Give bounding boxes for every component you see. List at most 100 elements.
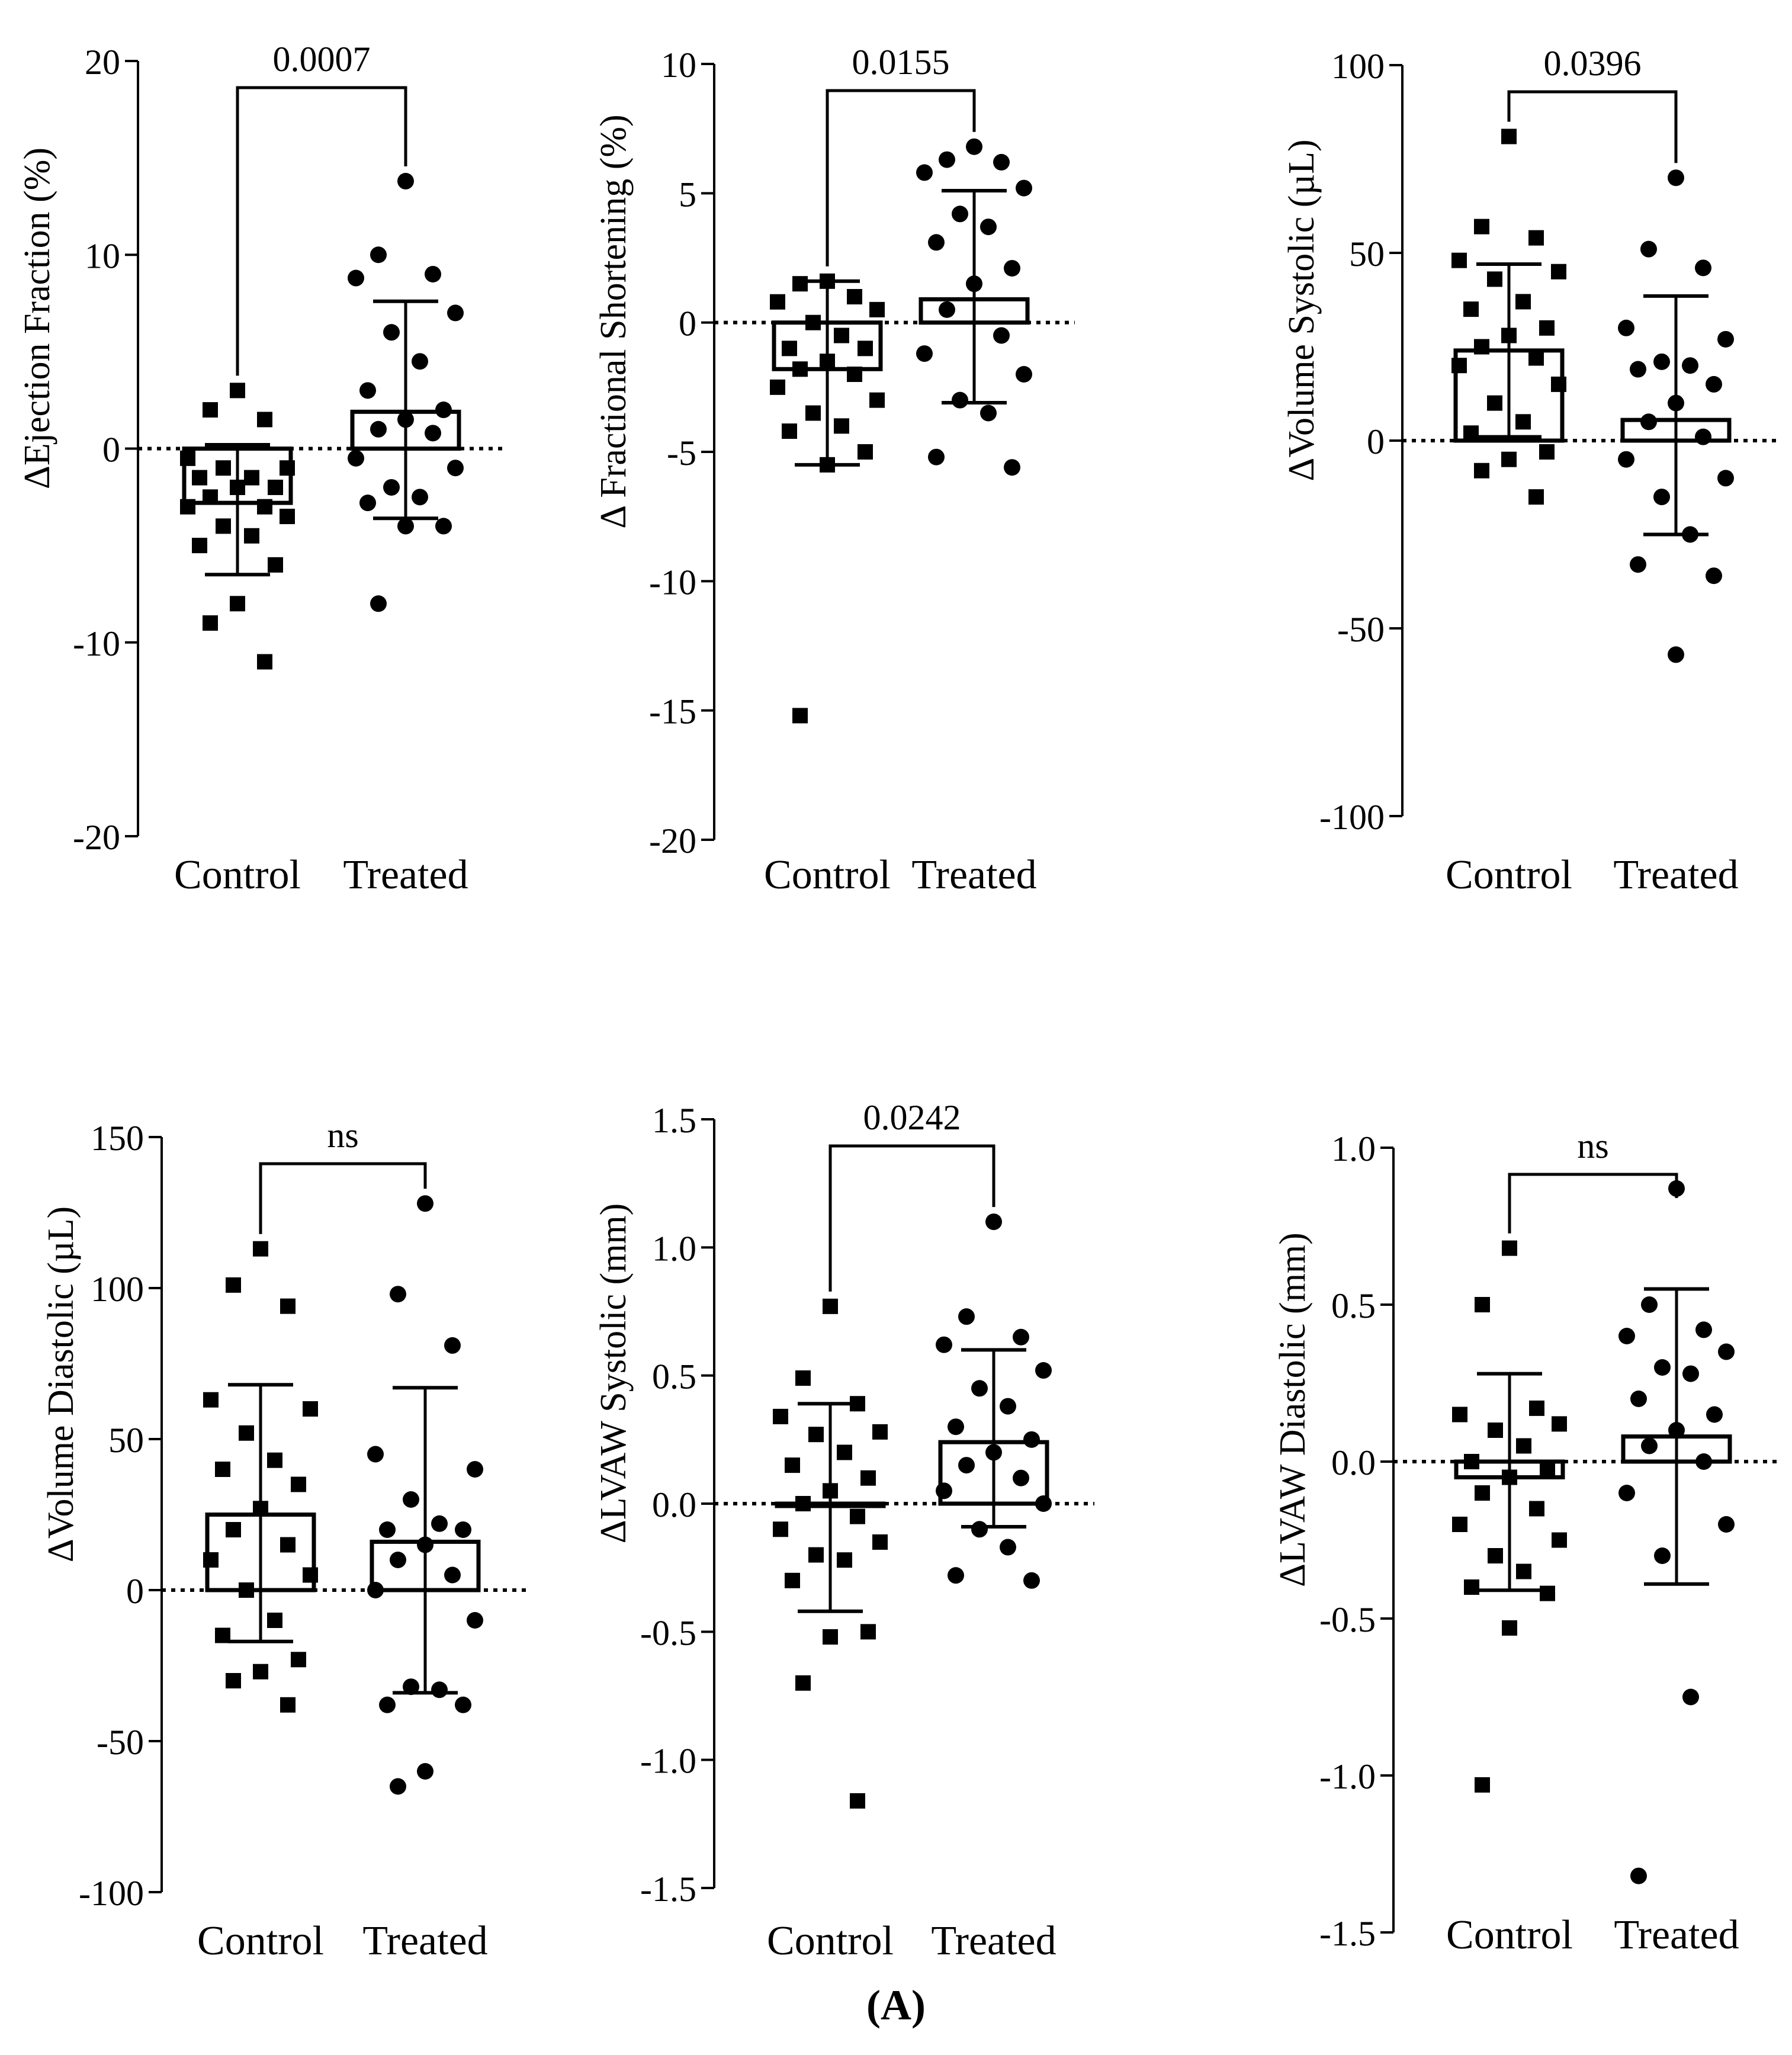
lvaw-diastolic-y-tick-label: 1.0 xyxy=(1331,1129,1376,1168)
fractional-shortening-control-point xyxy=(770,379,785,395)
volume-systolic-treated-point xyxy=(1630,361,1646,378)
volume-systolic-y-tick-label: 100 xyxy=(1331,47,1385,86)
volume-systolic-control-point xyxy=(1515,294,1531,310)
volume-diastolic-y-tick-label: -50 xyxy=(97,1723,144,1762)
lvaw-diastolic-control-point xyxy=(1516,1438,1531,1454)
lvaw-systolic-treated-category-label: Treated xyxy=(931,1918,1056,1964)
lvaw-diastolic-treated-point xyxy=(1718,1516,1735,1533)
volume-systolic-control-point xyxy=(1463,301,1479,317)
lvaw-diastolic-significance-bracket xyxy=(1508,1173,1678,1234)
lvaw-systolic-y-tick-label: 0.5 xyxy=(652,1357,696,1396)
ejection-fraction-control-point xyxy=(268,479,283,495)
volume-diastolic-y-tick-label: -100 xyxy=(79,1874,144,1913)
fractional-shortening-control-point xyxy=(792,708,808,724)
volume-diastolic-control-point xyxy=(280,1697,296,1713)
lvaw-systolic-control-point xyxy=(808,1427,824,1443)
volume-systolic-treated-point xyxy=(1717,470,1734,487)
fractional-shortening-treated-point xyxy=(916,164,933,181)
ejection-fraction-treated-point xyxy=(425,265,441,282)
lvaw-diastolic-treated-point xyxy=(1718,1343,1735,1360)
fractional-shortening-control-point xyxy=(869,301,885,317)
volume-systolic-treated-point xyxy=(1640,240,1657,258)
ejection-fraction-treated-point xyxy=(425,425,441,442)
volume-diastolic-control-point xyxy=(203,1392,219,1408)
volume-diastolic-control-point xyxy=(253,1501,268,1517)
lvaw-diastolic-treated-point xyxy=(1654,1547,1671,1564)
volume-systolic-significance-label: 0.0396 xyxy=(1544,44,1642,83)
lvaw-diastolic-control-point xyxy=(1475,1297,1490,1312)
fractional-shortening-control-point xyxy=(820,457,835,473)
volume-diastolic-control-point xyxy=(203,1552,219,1568)
volume-diastolic-control-point xyxy=(226,1673,241,1688)
volume-systolic-treated-point xyxy=(1618,451,1634,468)
fractional-shortening-control-point xyxy=(834,327,849,343)
lvaw-systolic-treated-point xyxy=(1013,1328,1029,1346)
fractional-shortening-y-tick-label: -15 xyxy=(649,692,696,731)
lvaw-systolic-control-point xyxy=(850,1508,865,1524)
ejection-fraction-control-point xyxy=(280,509,295,525)
fractional-shortening-control-point xyxy=(805,314,821,330)
lvaw-systolic-control-point xyxy=(860,1470,876,1486)
volume-systolic-control-point xyxy=(1501,129,1517,145)
lvaw-diastolic-treated-point xyxy=(1668,1422,1685,1438)
lvaw-diastolic-y-axis-title: ΔLVAW Diastolic (mm) xyxy=(1273,1232,1313,1587)
volume-diastolic-treated-point xyxy=(417,1763,433,1780)
volume-systolic-control-point xyxy=(1474,463,1489,479)
lvaw-systolic-treated-point xyxy=(985,1444,1002,1461)
lvaw-systolic-control-point xyxy=(795,1675,811,1691)
fractional-shortening-treated-point xyxy=(993,327,1010,344)
volume-systolic-control-point xyxy=(1463,425,1479,441)
lvaw-diastolic-treated-category-label: Treated xyxy=(1614,1912,1739,1958)
lvaw-systolic-control-point xyxy=(823,1298,838,1314)
fractional-shortening-treated-point xyxy=(993,153,1010,171)
lvaw-diastolic-y-tick-label: -0.5 xyxy=(1319,1600,1376,1639)
volume-diastolic-control-point xyxy=(226,1522,241,1537)
volume-systolic-treated-point xyxy=(1695,428,1711,445)
fractional-shortening-treated-point xyxy=(980,219,997,236)
lvaw-diastolic-treated-point xyxy=(1618,1328,1635,1344)
fractional-shortening-y-tick-label: -10 xyxy=(649,563,696,602)
lvaw-systolic-treated-point xyxy=(1035,1362,1052,1379)
fractional-shortening-significance-bracket xyxy=(826,89,976,266)
volume-diastolic-control-point xyxy=(280,1537,296,1553)
ejection-fraction-treated-point xyxy=(359,382,376,399)
lvaw-systolic-treated-point xyxy=(958,1457,975,1474)
volume-diastolic-treated-point xyxy=(444,1337,461,1354)
ejection-fraction-treated-point xyxy=(412,489,428,506)
lvaw-systolic-control-point xyxy=(850,1793,865,1809)
ejection-fraction-control-point xyxy=(216,518,231,534)
ejection-fraction-control-point xyxy=(268,557,283,573)
volume-diastolic-y-axis-title: ΔVolume Diastolic (µL) xyxy=(41,1206,81,1562)
ejection-fraction-treated-point xyxy=(397,172,414,190)
ejection-fraction-treated-point xyxy=(370,420,387,438)
volume-diastolic-control-point xyxy=(291,1476,306,1492)
ejection-fraction-control-point xyxy=(192,538,207,554)
fractional-shortening-treated-point xyxy=(1004,259,1020,277)
volume-systolic-treated-point xyxy=(1653,489,1670,506)
volume-systolic-y-tick-label: -50 xyxy=(1337,610,1385,649)
fractional-shortening-treated-point xyxy=(1016,366,1032,383)
volume-diastolic-treated-point xyxy=(455,1521,471,1538)
fractional-shortening-control-point xyxy=(820,273,835,289)
fractional-shortening-control-point xyxy=(805,405,821,421)
ejection-fraction-control-point xyxy=(180,450,195,466)
volume-systolic-control-point xyxy=(1539,444,1555,460)
volume-systolic-treated-point xyxy=(1717,330,1734,348)
lvaw-systolic-treated-point xyxy=(1013,1469,1029,1486)
volume-diastolic-control-point xyxy=(267,1452,282,1468)
lvaw-systolic-control-point xyxy=(808,1547,824,1563)
lvaw-diastolic-control-point xyxy=(1475,1485,1490,1501)
lvaw-systolic-treated-point xyxy=(1023,1572,1040,1589)
lvaw-diastolic-control-point xyxy=(1552,1416,1567,1432)
ejection-fraction-control-point xyxy=(180,499,195,515)
volume-diastolic-treated-point xyxy=(379,1521,396,1538)
volume-diastolic-treated-point xyxy=(417,1195,433,1212)
lvaw-systolic-control-point xyxy=(850,1396,865,1412)
volume-diastolic-control-point xyxy=(303,1567,318,1583)
fractional-shortening-control-category-label: Control xyxy=(764,852,891,898)
lvaw-systolic-treated-point xyxy=(948,1567,964,1584)
lvaw-diastolic-control-point xyxy=(1452,1407,1467,1423)
volume-diastolic-treated-point xyxy=(455,1696,471,1713)
volume-diastolic-treated-point xyxy=(367,1582,384,1598)
volume-diastolic-treated-point xyxy=(431,1681,448,1698)
